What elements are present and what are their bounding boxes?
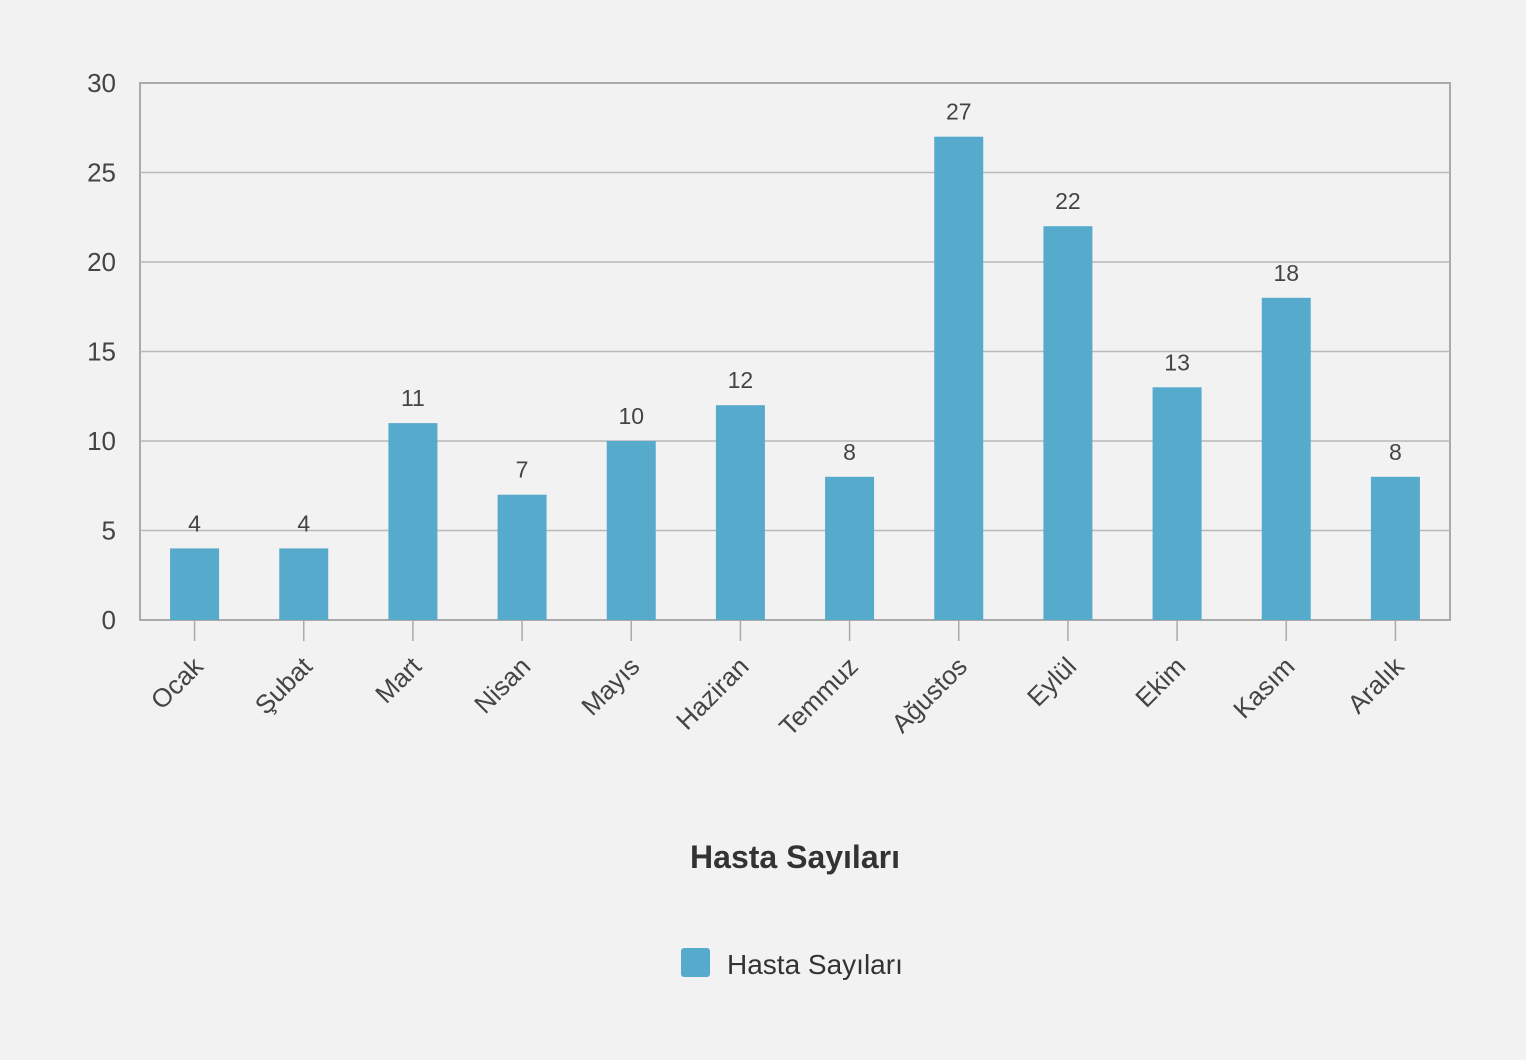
bar[interactable] xyxy=(1043,226,1093,620)
bars xyxy=(170,136,1420,620)
data-label: 8 xyxy=(843,439,856,465)
data-label: 4 xyxy=(297,510,310,536)
bar[interactable] xyxy=(715,405,765,620)
x-tick-label: Haziran xyxy=(670,651,755,736)
bar[interactable] xyxy=(934,136,984,620)
grid-lines xyxy=(140,171,1450,532)
data-label: 11 xyxy=(401,385,425,411)
data-labels: 4 4 11 7 10 12 8 27 22 13 18 8 xyxy=(188,99,1402,537)
data-label: 4 xyxy=(188,510,201,536)
x-tick-label: Mart xyxy=(369,650,428,709)
x-tick-label: Kasım xyxy=(1227,651,1300,724)
legend-swatch xyxy=(681,948,710,977)
y-tick-label: 30 xyxy=(87,68,116,98)
bar[interactable] xyxy=(279,548,329,620)
bar[interactable] xyxy=(1261,297,1311,620)
x-tick-label: Temmuz xyxy=(773,651,864,742)
data-label: 22 xyxy=(1055,188,1081,214)
x-tick-label: Ağustos xyxy=(885,651,973,739)
x-tick-label: Nisan xyxy=(468,651,536,719)
bar[interactable] xyxy=(825,476,875,620)
x-tick-label: Şubat xyxy=(249,650,319,720)
data-label: 8 xyxy=(1389,439,1402,465)
bar[interactable] xyxy=(388,423,438,620)
y-tick-label: 25 xyxy=(87,158,116,188)
x-axis-title: Hasta Sayıları xyxy=(690,839,900,875)
x-tick-label: Mayıs xyxy=(575,651,645,721)
x-tick-label: Ocak xyxy=(145,650,210,715)
bar[interactable] xyxy=(1152,387,1202,620)
y-tick-label: 5 xyxy=(102,516,116,546)
y-tick-label: 10 xyxy=(87,426,116,456)
y-tick-label: 0 xyxy=(102,605,116,635)
data-label: 13 xyxy=(1164,349,1190,375)
data-label: 12 xyxy=(728,367,754,393)
x-tick-label: Aralık xyxy=(1341,650,1410,719)
bar[interactable] xyxy=(1370,476,1420,620)
bar[interactable] xyxy=(606,441,656,620)
data-label: 27 xyxy=(946,99,972,125)
y-axis: 0 5 10 15 20 25 30 xyxy=(87,68,116,635)
x-axis: Ocak Şubat Mart Nisan Mayıs Haziran Temmuz Ağus… xyxy=(145,620,1410,742)
x-tick-label: Ekim xyxy=(1129,651,1191,713)
legend-label: Hasta Sayıları xyxy=(727,949,903,980)
data-label: 18 xyxy=(1273,260,1299,286)
y-tick-label: 20 xyxy=(87,247,116,277)
x-tick-label: Eylül xyxy=(1021,651,1082,712)
legend[interactable]: Hasta Sayıları xyxy=(681,948,903,980)
y-tick-label: 15 xyxy=(87,337,116,367)
data-label: 10 xyxy=(618,403,644,429)
bar[interactable] xyxy=(497,494,547,620)
bar[interactable] xyxy=(170,548,220,620)
data-label: 7 xyxy=(516,457,529,483)
